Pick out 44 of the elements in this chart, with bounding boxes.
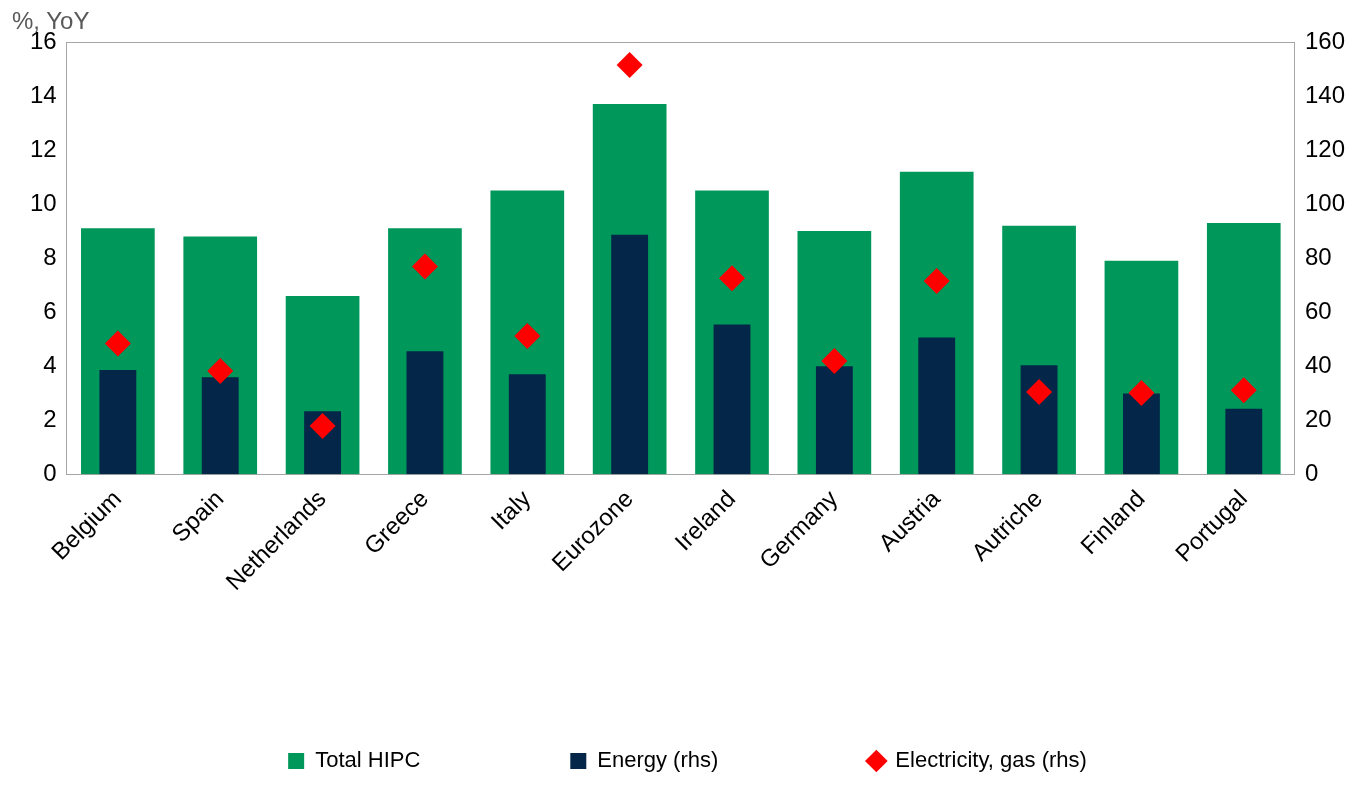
y2-tick-label: 140: [1304, 80, 1345, 108]
point: [1026, 379, 1053, 406]
legend-label: Energy (rhs): [597, 747, 719, 773]
y-tick-label: 6: [43, 296, 57, 324]
y-tick-label: 14: [29, 80, 57, 108]
y-tick-label: 8: [43, 242, 57, 270]
y2-tick-label: 80: [1304, 242, 1332, 270]
y-tick-label: 12: [29, 134, 57, 162]
point: [719, 265, 745, 292]
point: [923, 268, 950, 295]
y2-tick-label: 120: [1304, 134, 1345, 162]
point: [309, 413, 336, 440]
bar: [1123, 393, 1160, 475]
y-tick-label: 0: [43, 458, 57, 486]
bar: [406, 351, 444, 475]
bar: [918, 337, 956, 475]
y2-tick-label: 60: [1304, 296, 1332, 324]
y-tick-label: 4: [43, 350, 57, 378]
point: [1128, 380, 1155, 407]
point: [514, 323, 541, 350]
x-tick-label: Italy: [485, 484, 536, 535]
bar: [1225, 408, 1263, 475]
y-tick-label: 10: [29, 188, 57, 216]
bar: [815, 366, 853, 475]
y2-tick-label: 40: [1304, 350, 1332, 378]
bar: [201, 377, 239, 475]
point: [104, 330, 131, 357]
bar: [611, 234, 649, 475]
point: [1230, 377, 1257, 404]
point: [207, 357, 234, 384]
point: [821, 347, 848, 374]
bar: [508, 374, 546, 475]
y2-tick-label: 0: [1304, 458, 1319, 486]
y2-tick-label: 20: [1304, 404, 1332, 432]
y2-tick-label: 100: [1304, 188, 1345, 216]
y-tick-label: 2: [43, 404, 57, 432]
bar: [713, 324, 751, 475]
bar: [99, 369, 137, 475]
legend-label: Total HIPC: [315, 747, 421, 773]
y2-tick-label: 160: [1304, 26, 1345, 54]
legend-label: Electricity, gas (rhs): [895, 747, 1087, 773]
point: [616, 51, 643, 78]
point: [411, 253, 438, 280]
bar: [1020, 365, 1058, 475]
